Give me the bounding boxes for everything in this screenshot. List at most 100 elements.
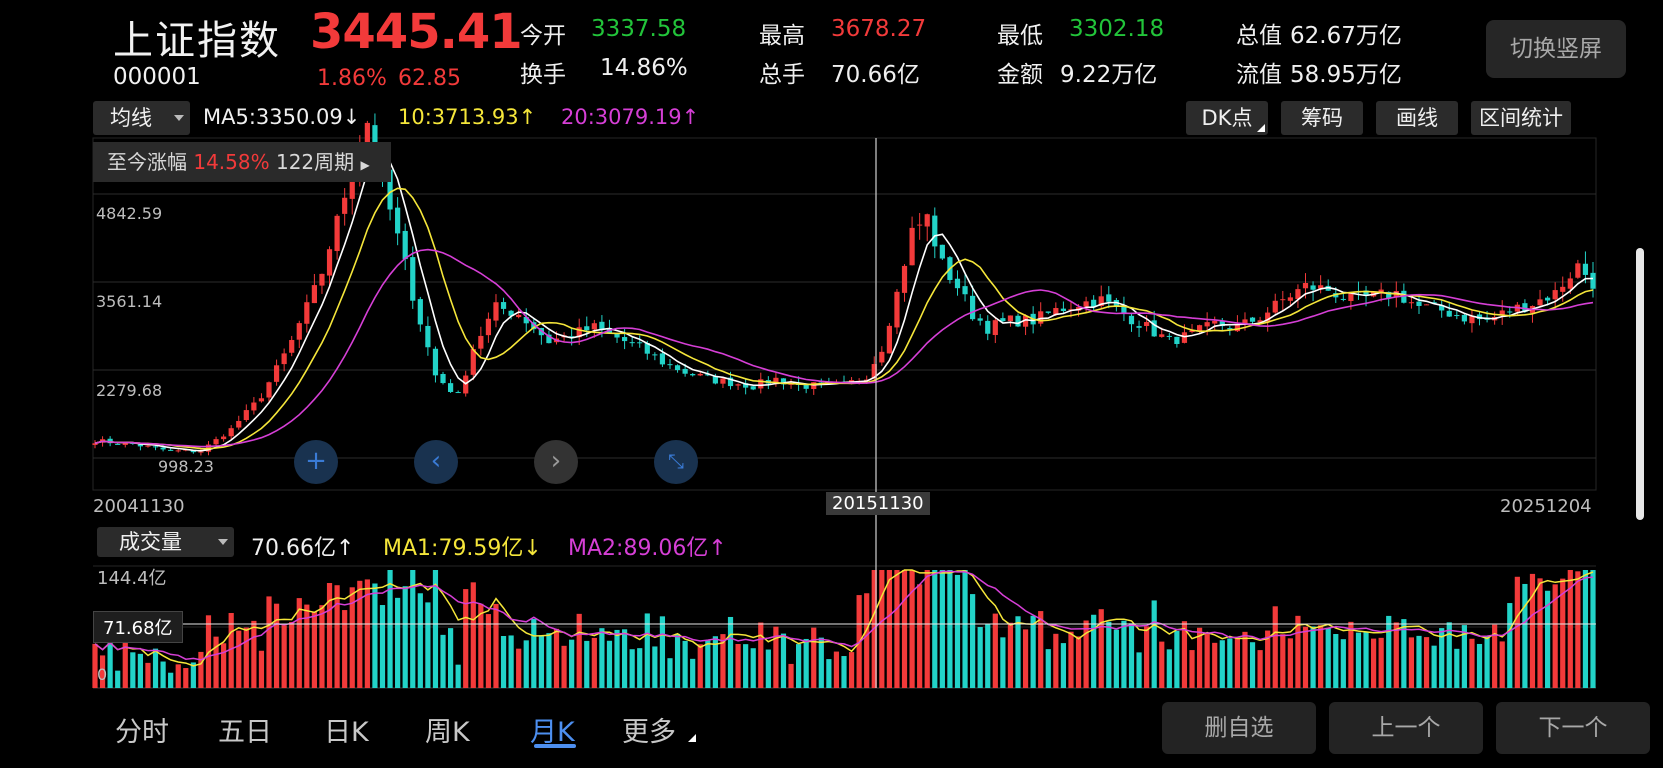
switch-portrait-button[interactable]: 切换竖屏 (1486, 20, 1626, 78)
volume-bar (637, 648, 643, 688)
volume-bar (152, 648, 159, 688)
volume-bar (1038, 611, 1044, 688)
shrink-button[interactable]: ⤡ (654, 440, 698, 484)
volume-bar (841, 656, 847, 688)
volume-bar (1091, 614, 1097, 688)
scrollbar[interactable] (1636, 248, 1644, 520)
tab-five-day[interactable]: 五日 (218, 717, 272, 748)
volume-bar (1219, 640, 1225, 688)
volume-bar (909, 570, 915, 688)
zoom-in-button[interactable]: + (294, 440, 338, 484)
volume-bar (750, 648, 756, 688)
candle (803, 384, 809, 389)
previous-button[interactable]: 上一个 (1329, 702, 1483, 754)
volume-bar (1272, 606, 1278, 688)
range-tooltip[interactable]: 至今涨幅 14.58% 122周期 ▶ (93, 142, 391, 182)
candle (750, 386, 756, 390)
volume-bar (667, 658, 673, 688)
volume-bar (319, 605, 325, 688)
volume-bar (213, 636, 219, 688)
volume-bar (1560, 578, 1566, 688)
tab-intraday[interactable]: 分时 (115, 717, 169, 748)
tab-more-label: 更多 (622, 717, 676, 748)
volume-bar (765, 649, 771, 688)
candle (591, 323, 597, 330)
volume-bar (932, 570, 938, 688)
y-axis-label-4: 998.23 (158, 457, 214, 476)
volume-indicator-dropdown[interactable]: 成交量 (97, 527, 234, 557)
range-stats-button[interactable]: 区间统计 (1471, 101, 1571, 135)
candle (243, 410, 249, 421)
volume-bar (1302, 626, 1309, 688)
candle (992, 320, 998, 336)
candle (1106, 294, 1112, 302)
candle (674, 365, 681, 371)
candle (1582, 263, 1589, 275)
candle (432, 348, 439, 376)
volume-bar (939, 570, 945, 688)
volume-max-label: 144.4亿 (97, 568, 167, 589)
volume-bar (1355, 632, 1362, 688)
volume-bar (1492, 624, 1498, 688)
indicator-dropdown[interactable]: 均线 (93, 101, 190, 135)
candle (743, 383, 749, 388)
chevron-down-icon (218, 539, 228, 545)
draw-line-button[interactable]: 画线 (1376, 101, 1458, 135)
candle (1174, 336, 1180, 344)
candle (1265, 312, 1271, 322)
tab-more[interactable]: 更多 (622, 710, 676, 749)
candle (697, 373, 703, 376)
tab-weekly-k[interactable]: 周K (425, 717, 470, 748)
dk-button[interactable]: DK点 (1186, 101, 1268, 135)
volume-bar (1318, 625, 1324, 688)
candle (1318, 285, 1324, 289)
active-tab-indicator (534, 744, 576, 748)
candle (1408, 302, 1415, 304)
candle (954, 278, 961, 289)
candle (1560, 286, 1566, 292)
volume-bar (349, 587, 355, 688)
volume-bar (516, 648, 522, 688)
indicator-label: 均线 (110, 106, 152, 130)
volume-indicator-label: 成交量 (119, 530, 182, 554)
stock-name: 上证指数 (113, 18, 281, 64)
tab-daily-k[interactable]: 日K (324, 717, 369, 748)
scroll-left-button[interactable]: ‹ (414, 440, 458, 484)
total-value-label: 总值 (1236, 23, 1282, 49)
candle (1386, 291, 1392, 299)
candle (727, 377, 734, 387)
candle (319, 273, 325, 286)
volume-bar (183, 668, 189, 688)
volume-bar (508, 635, 514, 688)
candle (1091, 299, 1097, 308)
candle (1257, 320, 1263, 323)
volume-bar (1575, 571, 1581, 688)
volume-bar (470, 582, 476, 688)
volume-bar (485, 614, 492, 688)
tab-monthly-k[interactable]: 月K (530, 717, 575, 748)
shrink-icon: ⤡ (668, 449, 684, 473)
ma5-value: MA5:3350.09↓ (203, 105, 361, 129)
candle (901, 265, 908, 293)
candle (1537, 299, 1543, 306)
stock-code: 000001 (113, 64, 201, 90)
candle (720, 378, 726, 384)
volume-bar (803, 638, 809, 688)
remove-favorite-button[interactable]: 删自选 (1162, 702, 1316, 754)
candle (92, 443, 98, 445)
volume-bar (122, 637, 128, 688)
candle (417, 299, 423, 325)
volume-bar (107, 628, 113, 688)
volume-bar (1151, 600, 1157, 688)
candle (1151, 320, 1157, 337)
volume-bar (1242, 631, 1248, 688)
next-button[interactable]: 下一个 (1496, 702, 1650, 754)
candle (1552, 290, 1558, 300)
volume-bar (1257, 650, 1263, 688)
candle (939, 244, 945, 259)
volume-bar (440, 634, 446, 688)
candle (372, 125, 378, 158)
chips-button[interactable]: 筹码 (1281, 101, 1363, 135)
scroll-right-button[interactable]: › (534, 440, 578, 484)
